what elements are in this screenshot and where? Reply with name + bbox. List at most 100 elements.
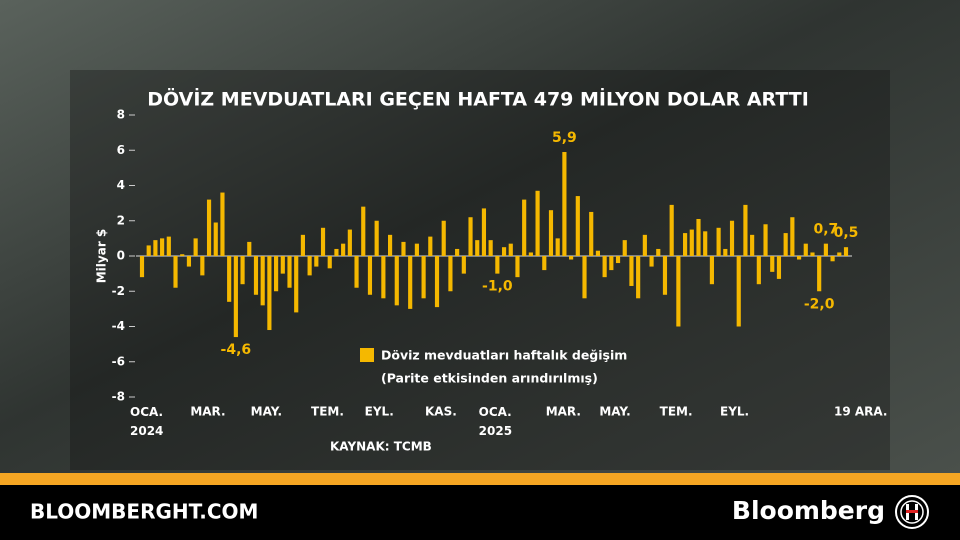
- logo: [895, 495, 929, 529]
- bar: [823, 243, 828, 256]
- bar: [461, 256, 466, 274]
- bar: [441, 220, 446, 256]
- bar: [522, 199, 527, 256]
- bar: [401, 241, 406, 256]
- backdrop: [70, 70, 890, 470]
- data-label: -1,0: [482, 279, 513, 295]
- bar: [535, 190, 540, 256]
- bar: [803, 243, 808, 256]
- y-tick-label: -2: [112, 284, 125, 298]
- bar: [481, 208, 487, 256]
- bar: [448, 256, 453, 292]
- x-tick-label: MAY.: [599, 405, 630, 419]
- bar: [361, 206, 366, 256]
- legend-note: (Parite etkisinden arındırılmış): [381, 371, 598, 386]
- bar: [649, 256, 654, 267]
- footer-bar: [0, 485, 960, 540]
- bar: [193, 238, 198, 256]
- x-tick-label: MAY.: [251, 405, 282, 419]
- bar: [166, 236, 171, 256]
- bar: [609, 256, 614, 271]
- y-tick-label: 0: [117, 249, 125, 263]
- footer-brand: Bloomberg: [732, 496, 885, 525]
- bar: [589, 211, 594, 256]
- bar: [394, 256, 399, 306]
- bar: [515, 256, 520, 278]
- chart-title: DÖVİZ MEVDUATLARI GEÇEN HAFTA 479 MİLYON…: [147, 87, 809, 111]
- footer-stripe: [0, 473, 960, 485]
- bar: [468, 217, 473, 256]
- legend-label: Döviz mevduatları haftalık değişim: [381, 348, 627, 363]
- bar: [314, 256, 319, 267]
- bar: [253, 256, 259, 295]
- bar: [260, 256, 265, 306]
- bar: [146, 245, 151, 256]
- bar: [575, 196, 580, 256]
- bar: [676, 256, 681, 327]
- bar: [703, 231, 708, 256]
- bar: [696, 218, 701, 256]
- x-tick-label: KAS.: [425, 405, 457, 419]
- y-tick-label: -4: [112, 319, 125, 333]
- bar: [743, 204, 748, 256]
- bar: [186, 256, 192, 267]
- bar: [783, 233, 788, 256]
- data-label: -4,6: [221, 342, 252, 358]
- bar: [139, 256, 145, 278]
- logo-inner: [900, 500, 924, 524]
- bar: [213, 222, 218, 256]
- bar: [756, 256, 761, 285]
- bar: [810, 252, 815, 256]
- bar: [160, 238, 165, 256]
- y-tick-label: 4: [117, 178, 125, 192]
- bar: [180, 254, 185, 256]
- bar: [267, 256, 272, 331]
- x-tick-label: MAR.: [546, 405, 581, 419]
- x-tick-label: 19 ARA.: [834, 405, 887, 419]
- bar: [341, 243, 346, 256]
- y-tick-label: 2: [117, 213, 125, 227]
- y-axis-title: Milyar $: [95, 229, 109, 284]
- bar: [220, 192, 225, 256]
- bar: [615, 256, 621, 264]
- bar: [843, 247, 849, 256]
- bar: [562, 152, 567, 256]
- bar: [582, 256, 587, 299]
- bar: [796, 256, 802, 260]
- bar: [501, 247, 507, 256]
- bar: [642, 234, 647, 256]
- bar: [300, 234, 305, 256]
- data-label: -2,0: [804, 296, 835, 312]
- y-tick-label: -6: [112, 354, 125, 368]
- bar: [434, 256, 440, 308]
- bar: [428, 236, 433, 256]
- bar: [689, 229, 694, 256]
- background: [0, 0, 960, 475]
- bar: [475, 240, 480, 256]
- bar: [421, 256, 426, 299]
- bar: [602, 256, 607, 278]
- bar: [622, 240, 627, 256]
- bar: [555, 238, 560, 256]
- bar: [247, 241, 252, 256]
- y-tick-label: -8: [112, 390, 125, 404]
- bar: [455, 248, 460, 256]
- bar: [595, 250, 601, 256]
- bar: [817, 256, 822, 292]
- bar: [488, 240, 493, 256]
- bar: [240, 256, 245, 285]
- data-label: 0,7: [813, 222, 838, 238]
- data-label: 0,5: [834, 225, 859, 241]
- bar: [347, 229, 352, 256]
- bar: [173, 256, 178, 288]
- logo-bar: [906, 510, 918, 513]
- bar: [716, 227, 721, 256]
- x-tick-label: TEM.: [311, 405, 344, 419]
- bar: [414, 243, 419, 256]
- bar: [770, 256, 775, 272]
- source: KAYNAK: TCMB: [330, 440, 432, 454]
- legend-swatch: [360, 348, 374, 362]
- bar: [629, 256, 634, 286]
- x-tick-label: OCA. 2025: [479, 405, 512, 438]
